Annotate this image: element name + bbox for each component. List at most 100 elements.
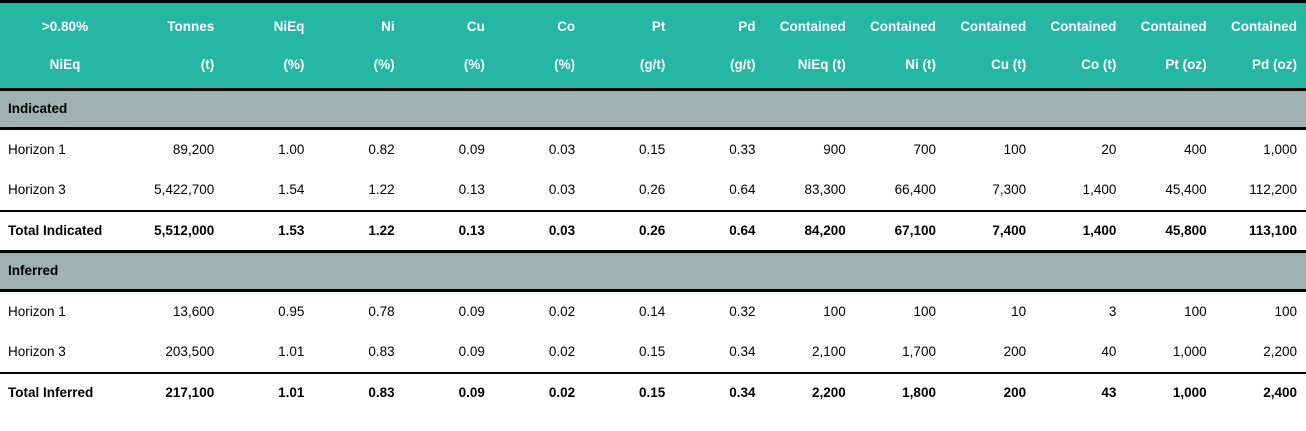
cell-value: 200	[1003, 344, 1027, 359]
cell-value: 0.02	[493, 372, 585, 412]
row-label: Total Indicated	[0, 210, 133, 252]
total-row-inferred-total-inferred: Total Inferred 217,100 1.01 0.83 0.09 0.02 0.1…	[0, 372, 1306, 412]
column-header-line1: Contained	[779, 19, 846, 34]
cell-value: 20	[1101, 142, 1117, 157]
column-header-line1: Contained	[1140, 19, 1207, 34]
cell-value: 1.00	[278, 142, 305, 157]
column-header-line2: (%)	[463, 57, 485, 72]
cell-value: 0.83	[313, 372, 404, 412]
cell-value: 1.01	[223, 372, 314, 412]
cell-value: 100	[1274, 304, 1297, 319]
cell-value: 100	[1003, 142, 1027, 157]
cell-value: 1,000	[1125, 372, 1216, 412]
column-header-line2: Cu (t)	[990, 57, 1027, 72]
cell-value: 0.09	[403, 372, 494, 412]
column-header-line1: Pd	[738, 19, 756, 34]
cell-value: 5,512,000	[133, 210, 224, 252]
column-header-contained-pt-oz: Contained Pt (oz)	[1125, 1, 1216, 91]
cell-value: 1,000	[1172, 344, 1207, 359]
row-label: Horizon 3	[8, 344, 66, 359]
cell-value: 45,800	[1125, 210, 1216, 252]
column-header-contained-ni-t: Contained Ni (t)	[854, 1, 945, 91]
cell-value: 0.64	[729, 182, 756, 197]
column-header-line1: NiEq	[273, 19, 305, 34]
cell-value: 1.22	[368, 182, 395, 197]
column-header-line2: Ni (t)	[905, 57, 936, 72]
column-header-nieq: NiEq (%)	[223, 1, 314, 91]
table-row-inferred-horizon-3: Horizon 3 203,500 1.01 0.83 0.09 0.02 0.15 0.34…	[0, 332, 1306, 373]
cell-value: 0.13	[458, 182, 485, 197]
table-header: >0.80% NiEq Tonnes (t) NiEq (%) Ni (%) Cu (%) Co (%…	[0, 1, 1306, 91]
section-title: Inferred	[0, 250, 1306, 292]
column-header-line2: (%)	[373, 57, 395, 72]
cell-value: 0.14	[639, 304, 666, 319]
column-header-line1: Ni	[381, 19, 395, 34]
column-header-ni: Ni (%)	[313, 1, 404, 91]
row-label: Total Inferred	[0, 372, 133, 412]
section-row-indicated: Indicated	[0, 88, 1306, 130]
cell-value: 0.83	[368, 344, 395, 359]
table-row-indicated-horizon-1: Horizon 1 89,200 1.00 0.82 0.09 0.03 0.15 0.33 9…	[0, 129, 1306, 171]
cell-value: 1,400	[1082, 182, 1117, 197]
cell-value: 100	[823, 304, 846, 319]
cell-value: 0.32	[729, 304, 756, 319]
cell-value: 0.02	[548, 304, 576, 319]
cell-value: 2,400	[1215, 372, 1306, 412]
cell-value: 66,400	[894, 182, 936, 197]
column-header-line1: Contained	[869, 19, 936, 34]
cell-value: 5,422,700	[154, 182, 215, 197]
cell-value: 89,200	[172, 142, 215, 157]
column-header-line1: Pt	[651, 19, 666, 34]
cell-value: 900	[823, 142, 846, 157]
header-row: >0.80% NiEq Tonnes (t) NiEq (%) Ni (%) Cu (%) Co (%…	[0, 1, 1306, 91]
cell-value: 217,100	[133, 372, 224, 412]
cell-value: 10	[1011, 304, 1027, 319]
cell-value: 67,100	[854, 210, 945, 252]
cell-value: 113,100	[1215, 210, 1306, 252]
cell-value: 0.09	[458, 304, 485, 319]
cell-value: 1,000	[1263, 142, 1297, 157]
cell-value: 0.03	[548, 182, 576, 197]
cell-value: 43	[1035, 372, 1126, 412]
cell-value: 1,700	[902, 344, 936, 359]
cell-value: 0.13	[403, 210, 494, 252]
cell-value: 2,100	[811, 344, 846, 359]
column-header-tonnes-t: Tonnes (t)	[133, 1, 224, 91]
column-header-line2: (g/t)	[730, 57, 756, 72]
cell-value: 203,500	[165, 344, 215, 359]
cell-value: 1,800	[854, 372, 945, 412]
cell-value: 2,200	[1263, 344, 1297, 359]
column-header-pt-g-t: Pt (g/t)	[584, 1, 675, 91]
cell-value: 1.22	[313, 210, 404, 252]
column-header-line1: Contained	[1050, 19, 1117, 34]
table-row-indicated-horizon-3: Horizon 3 5,422,700 1.54 1.22 0.13 0.03 0.26 0.…	[0, 170, 1306, 211]
cell-value: 0.26	[584, 210, 675, 252]
cell-value: 84,200	[764, 210, 855, 252]
cell-value: 0.82	[368, 142, 395, 157]
cell-value: 1.54	[278, 182, 305, 197]
cell-value: 0.02	[548, 344, 576, 359]
cell-value: 100	[913, 304, 936, 319]
column-header-line2: Pd (oz)	[1252, 57, 1297, 72]
total-row-indicated-total-indicated: Total Indicated 5,512,000 1.53 1.22 0.13 0.03…	[0, 210, 1306, 252]
section-row-inferred: Inferred	[0, 250, 1306, 292]
column-header-line2: Co (t)	[1081, 57, 1117, 72]
cell-value: 0.15	[639, 344, 666, 359]
column-header-line1: Cu	[466, 19, 485, 34]
column-header-line1: Co	[557, 19, 576, 34]
cell-value: 7,300	[992, 182, 1027, 197]
cell-value: 40	[1101, 344, 1117, 359]
column-header-line2: (t)	[200, 57, 215, 72]
cell-value: 83,300	[804, 182, 846, 197]
column-header-pd-g-t: Pd (g/t)	[674, 1, 765, 91]
column-header-line1: Tonnes	[167, 19, 215, 34]
column-header-line2: (%)	[554, 57, 576, 72]
cell-value: 0.15	[584, 372, 675, 412]
column-header-contained-co-t: Contained Co (t)	[1035, 1, 1126, 91]
cell-value: 45,400	[1165, 182, 1207, 197]
column-header-co: Co (%)	[493, 1, 585, 91]
cell-value: 0.09	[458, 142, 485, 157]
cell-value: 1.01	[278, 344, 305, 359]
table-body: Indicated Horizon 1 89,200 1.00 0.82 0.09 0.03…	[0, 88, 1306, 412]
